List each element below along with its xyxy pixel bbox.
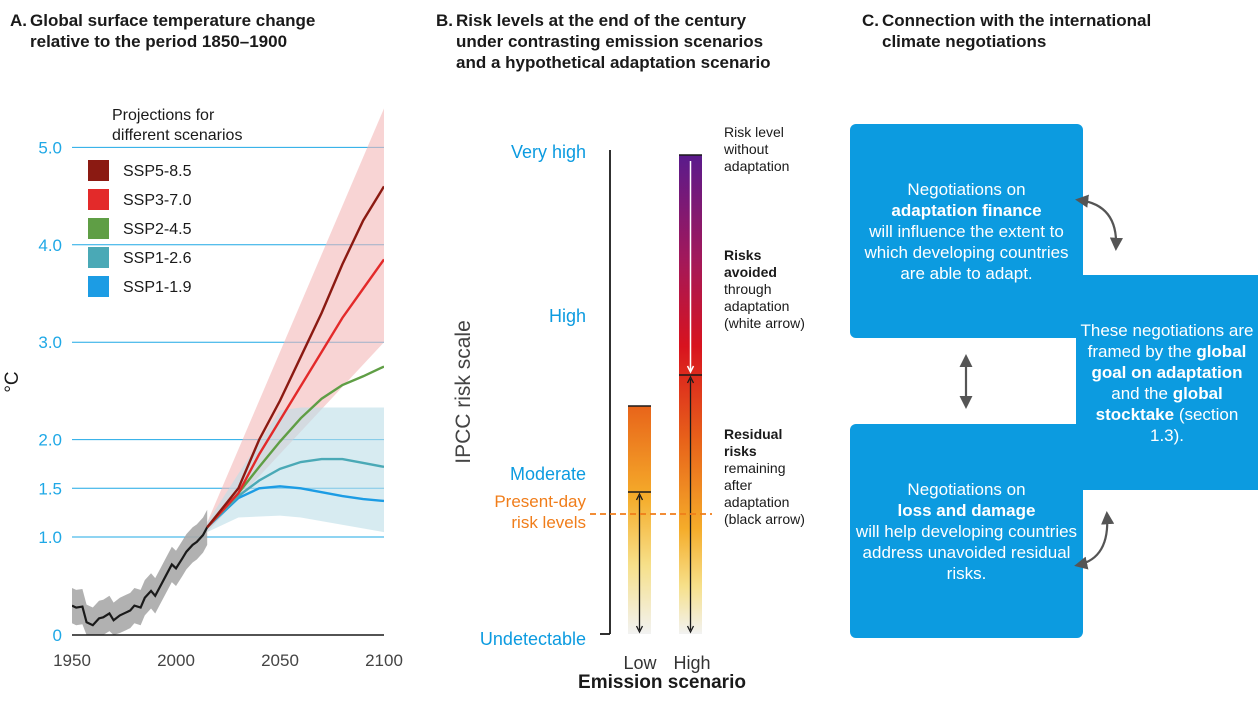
global-goal-box: These negotiations are framed by the glo… <box>1076 275 1258 490</box>
risk-tick-label: Very high <box>511 142 586 162</box>
risk-xlabel: Emission scenario <box>578 672 746 693</box>
panel-a-letter: A. <box>10 11 27 30</box>
legend-swatch <box>88 247 109 268</box>
risk-ylabel: IPCC risk scale <box>452 320 475 464</box>
annotation-residual: adaptation <box>724 494 789 510</box>
present-day-label: risk levels <box>511 513 586 532</box>
panel-c-letter: C. <box>862 11 879 30</box>
annotation-without-adaptation: Risk level <box>724 124 784 140</box>
legend-swatch <box>88 276 109 297</box>
present-day-label: Present-day <box>494 492 586 511</box>
series-line <box>206 485 384 529</box>
legend-swatch <box>88 160 109 181</box>
x-tick-label: 2050 <box>261 651 299 670</box>
residual-arrowhead <box>686 625 695 634</box>
legend-swatch <box>88 189 109 210</box>
box2-bold: loss and damage <box>897 500 1036 520</box>
annotation-residual: after <box>724 477 752 493</box>
panel-c-title-text: Connection with the international climat… <box>882 11 1152 51</box>
risk-tick-label: Undetectable <box>480 629 586 649</box>
annotation-risks-avoided: (white arrow) <box>724 315 805 331</box>
observed-band <box>72 509 208 635</box>
panel-a-ylabel: °C <box>2 371 23 392</box>
x-tick-label: 2100 <box>365 651 403 670</box>
annotation-residual: (black arrow) <box>724 511 805 527</box>
box3-bold1: global goal on adaptation <box>1091 341 1247 382</box>
series-line <box>206 258 384 529</box>
annotation-without-adaptation: adaptation <box>724 158 789 174</box>
legend-title: Projections for <box>112 107 215 124</box>
residual-arrowhead <box>635 625 644 634</box>
annotation-risks-avoided: through <box>724 281 771 297</box>
panel-b-title: B. Risk levels at the end of the century… <box>436 10 846 73</box>
annotation-risks-avoided: avoided <box>724 264 777 280</box>
legend-label: SSP5-8.5 <box>123 163 192 180</box>
series-line <box>206 185 384 529</box>
loss-and-damage-box: Negotiations on loss and damage will hel… <box>850 424 1083 638</box>
series-line <box>206 365 384 529</box>
temperature-chart: 0 1.0 1.5 2.0 3.0 4.0 5.0 1950 2000 2050 2100 Proj… <box>2 107 403 670</box>
y-tick-label: 5.0 <box>38 138 62 157</box>
annotation-residual: remaining <box>724 460 785 476</box>
box3-text2: and the <box>1111 383 1168 403</box>
box3-text3: (section 1.3). <box>1149 404 1239 445</box>
annotation-residual: Residual <box>724 426 782 442</box>
y-tick-label: 1.5 <box>38 479 62 498</box>
observed-line <box>72 526 209 627</box>
x-tick-label: 1950 <box>53 651 91 670</box>
residual-arrowhead <box>635 492 644 501</box>
y-tick-label: 2.0 <box>38 431 62 450</box>
annotation-risks-avoided: Risks <box>724 247 762 263</box>
box1-post: will influence the extent to which devel… <box>864 221 1069 283</box>
panel-b-letter: B. <box>436 11 453 30</box>
legend-label: SSP3-7.0 <box>123 192 192 209</box>
curved-arrow-top-icon <box>1075 194 1124 251</box>
panel-c-title: C. Connection with the international cli… <box>862 10 1252 52</box>
annotation-residual: risks <box>724 443 757 459</box>
legend-label: SSP2-4.5 <box>123 221 192 238</box>
adaptation-finance-box: Negotiations on adaptation finance will … <box>850 124 1083 338</box>
legend-swatch <box>88 218 109 239</box>
risk-chart: Undetectable Moderate High Very high IPCC ri… <box>452 124 805 693</box>
y-tick-label: 4.0 <box>38 236 62 255</box>
panel-b-title-text: Risk levels at the end of the century un… <box>456 11 771 72</box>
box1-bold: adaptation finance <box>891 200 1042 220</box>
annotation-risks-avoided: adaptation <box>724 298 789 314</box>
series-line <box>206 457 384 529</box>
category-label: High <box>673 653 710 673</box>
y-tick-label: 0 <box>53 626 62 645</box>
annotation-without-adaptation: without <box>723 141 768 157</box>
box2-pre: Negotiations on <box>907 479 1026 499</box>
projection-band <box>207 108 384 533</box>
risk-tick-label: High <box>549 306 586 326</box>
box1-pre: Negotiations on <box>907 179 1026 199</box>
box3-text1: These negotiations are framed by the <box>1080 320 1254 361</box>
avoided-arrowhead <box>686 365 695 374</box>
y-tick-label: 3.0 <box>38 333 62 352</box>
x-tick-label: 2000 <box>157 651 195 670</box>
panel-a-title-text: Global surface temperature change relati… <box>30 11 316 51</box>
y-tick-label: 1.0 <box>38 528 62 547</box>
category-label: Low <box>623 653 657 673</box>
box3-bold2: global stocktake <box>1095 383 1223 424</box>
legend-title: different scenarios <box>112 127 242 144</box>
risk-tick-label: Moderate <box>510 464 586 484</box>
panel-a-title: A. Global surface temperature change rel… <box>10 10 400 52</box>
legend-label: SSP1-1.9 <box>123 279 192 296</box>
box2-post: will help developing countries address u… <box>855 521 1078 583</box>
projection-band <box>207 407 384 533</box>
residual-arrowhead <box>686 375 695 384</box>
legend-label: SSP1-2.6 <box>123 250 192 267</box>
